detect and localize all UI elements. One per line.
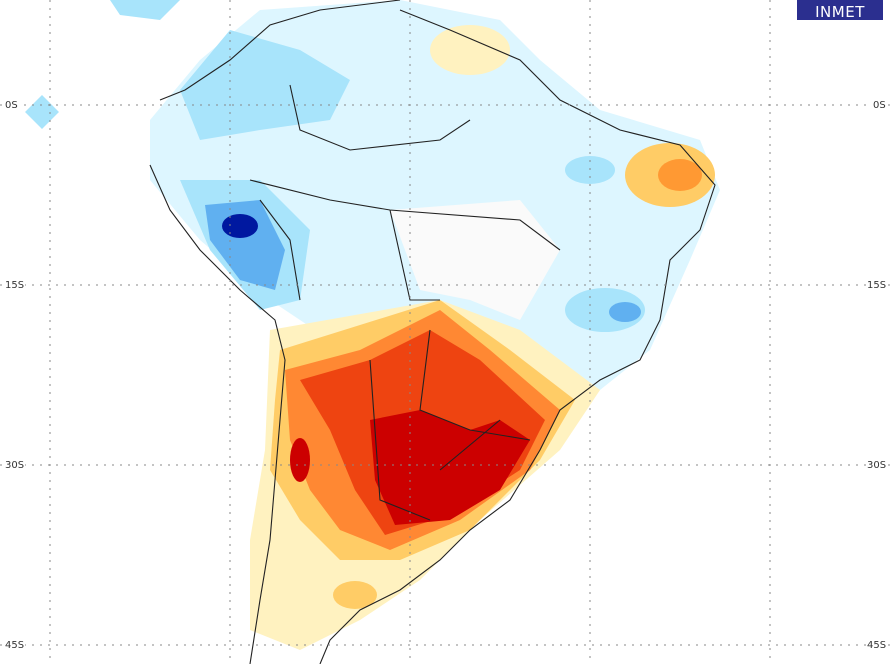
latitude-label-left: 45S	[4, 640, 26, 651]
latitude-label-right: 45S	[866, 640, 888, 651]
positive-anomaly-region	[430, 25, 510, 75]
positive-anomaly-region	[333, 581, 377, 609]
negative-anomaly-region	[609, 302, 641, 322]
negative-anomaly-region	[180, 30, 350, 140]
negative-anomaly-region	[565, 156, 615, 184]
strong-positive-core	[370, 410, 530, 525]
coastline-and-borders	[149, 0, 716, 664]
strong-negative-core	[222, 214, 258, 238]
negative-anomaly-region	[110, 0, 180, 20]
positive-anomaly-region	[658, 159, 702, 191]
neutral-region	[390, 200, 560, 320]
latitude-label-left: 15S	[4, 280, 26, 291]
anomaly-field	[25, 0, 720, 650]
country-border	[249, 84, 561, 521]
positive-anomaly-region	[290, 438, 310, 482]
latitude-label-left: 0S	[4, 100, 19, 111]
latitude-label-right: 0S	[872, 100, 887, 111]
latitude-label-left: 30S	[4, 460, 26, 471]
latitude-label-right: 30S	[866, 460, 888, 471]
inmet-logo: INMET	[797, 0, 883, 20]
latitude-label-right: 15S	[866, 280, 888, 291]
negative-anomaly-region	[25, 95, 59, 129]
coastline	[149, 0, 716, 664]
